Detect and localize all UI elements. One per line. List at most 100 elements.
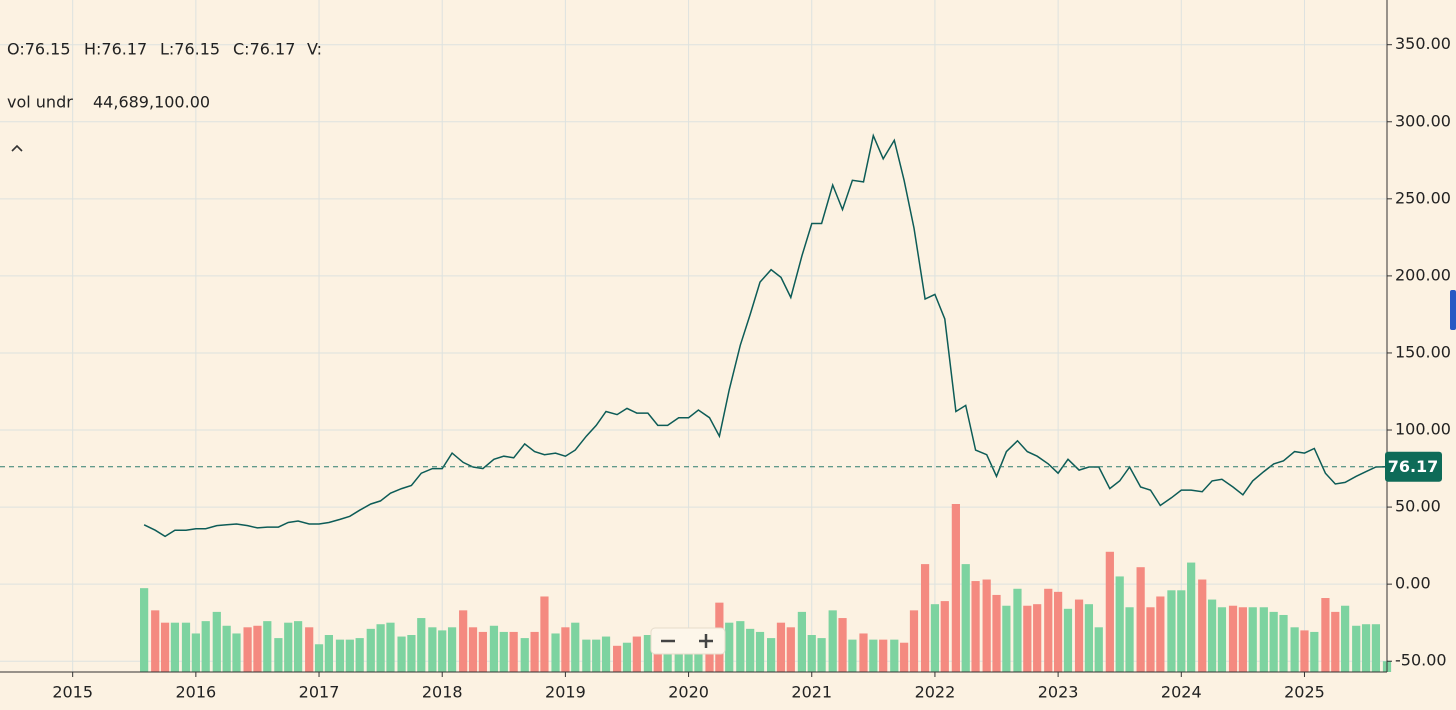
ohlc-label: V: <box>307 40 322 59</box>
volume-bar <box>468 627 478 672</box>
volume-bar <box>345 639 354 672</box>
ohlc-label: O:76.15 <box>7 40 71 59</box>
volume-bar <box>1279 614 1288 672</box>
volume-bar <box>992 594 1001 672</box>
y-tick-label: 350.00 <box>1395 34 1451 53</box>
volume-bar <box>293 621 303 672</box>
volume-bar <box>1371 624 1381 672</box>
volume-bar <box>1033 604 1042 672</box>
volume-bar <box>324 635 333 672</box>
volume-bar <box>222 625 231 672</box>
volume-bar <box>140 588 149 672</box>
volume-bar <box>1136 567 1145 672</box>
y-tick-label: 250.00 <box>1395 188 1451 207</box>
volume-bar <box>1063 608 1073 672</box>
volume-bar <box>520 638 529 672</box>
y-tick-label: 0.00 <box>1395 574 1431 593</box>
volume-bar <box>1248 607 1257 672</box>
volume-bar <box>694 645 703 672</box>
volume-bar <box>643 635 653 672</box>
volume-bar <box>447 627 457 672</box>
volume-bar <box>478 631 487 672</box>
volume-bar <box>151 610 160 672</box>
volume-bar <box>879 639 888 672</box>
x-tick-label: 2020 <box>668 683 709 702</box>
volume-bar <box>1310 631 1319 672</box>
zoom-in[interactable] <box>699 634 713 648</box>
volume-bar <box>755 631 765 672</box>
volume-bar <box>499 631 508 672</box>
ohlc-label: H:76.17 <box>84 40 147 59</box>
y-tick-label: 300.00 <box>1395 111 1451 130</box>
volume-bar <box>1105 551 1114 672</box>
volume-bar <box>305 627 314 672</box>
volume-bar <box>263 621 272 672</box>
volume-bar <box>1074 599 1084 672</box>
volume-bar <box>909 610 919 672</box>
volume-bar <box>540 596 549 672</box>
volume-bar <box>736 621 745 672</box>
volume-bar <box>786 627 795 672</box>
volume-bar <box>1341 605 1350 672</box>
volume-bar <box>1023 605 1032 672</box>
volume-bar <box>191 633 200 672</box>
volume-bar <box>971 581 980 672</box>
volume-bar <box>766 638 776 672</box>
volume-bar <box>746 628 755 672</box>
volume-bar <box>961 564 970 672</box>
volume-bar <box>622 642 632 672</box>
volume-bar <box>982 579 991 672</box>
volume-bar <box>376 624 385 672</box>
x-tick-label: 2018 <box>422 683 463 702</box>
volume-bar <box>1361 624 1371 672</box>
side-handle[interactable] <box>1450 290 1456 330</box>
volume-bar <box>243 627 252 672</box>
x-tick-label: 2017 <box>299 683 340 702</box>
volume-bar <box>869 639 878 672</box>
volume-bar <box>663 650 672 672</box>
volume-bar <box>920 564 930 672</box>
y-tick-label: 200.00 <box>1395 265 1451 284</box>
volume-bar <box>355 638 364 672</box>
volume-bar <box>459 610 468 672</box>
volume-bar <box>1290 627 1299 672</box>
volume-bar <box>1228 605 1238 672</box>
x-tick-label: 2023 <box>1038 683 1079 702</box>
last-price-tag <box>1385 451 1442 482</box>
volume-bar <box>181 622 191 672</box>
x-tick-label: 2022 <box>915 683 956 702</box>
collapse-caret[interactable] <box>11 144 23 152</box>
volume-bar <box>407 635 416 672</box>
volume-bar <box>900 642 909 672</box>
volume-bar <box>1094 627 1103 672</box>
volume-bar <box>592 639 601 672</box>
volume-bar <box>890 639 899 672</box>
volume-bar <box>776 622 786 672</box>
volume-bar <box>1352 625 1361 672</box>
price-line-group <box>0 133 1388 538</box>
volume-bar <box>705 650 714 672</box>
volume-bar <box>930 604 940 672</box>
volume-bar <box>951 504 960 672</box>
volume-bar <box>674 650 683 672</box>
volume-bar <box>417 618 426 672</box>
volume-bar <box>232 633 241 672</box>
volume-bar <box>838 618 847 672</box>
volume-bar <box>1125 607 1134 672</box>
volume-bar <box>1084 604 1094 672</box>
volume-bar <box>314 644 324 672</box>
volume-bar <box>366 628 375 672</box>
axis-labels: -50.00 0.00 50.00 100.00 150.00 200.00 250.00 3… <box>52 34 1451 701</box>
volume-bar <box>1115 576 1124 672</box>
volume-bar <box>1217 607 1227 672</box>
volume-bar <box>509 631 518 672</box>
y-tick-label: -50.00 <box>1395 651 1447 670</box>
volume-bar <box>1238 607 1247 672</box>
volume-bar <box>212 611 221 672</box>
price-line <box>143 133 1388 538</box>
volume-bar <box>684 650 693 672</box>
y-tick-label: 50.00 <box>1395 497 1441 516</box>
